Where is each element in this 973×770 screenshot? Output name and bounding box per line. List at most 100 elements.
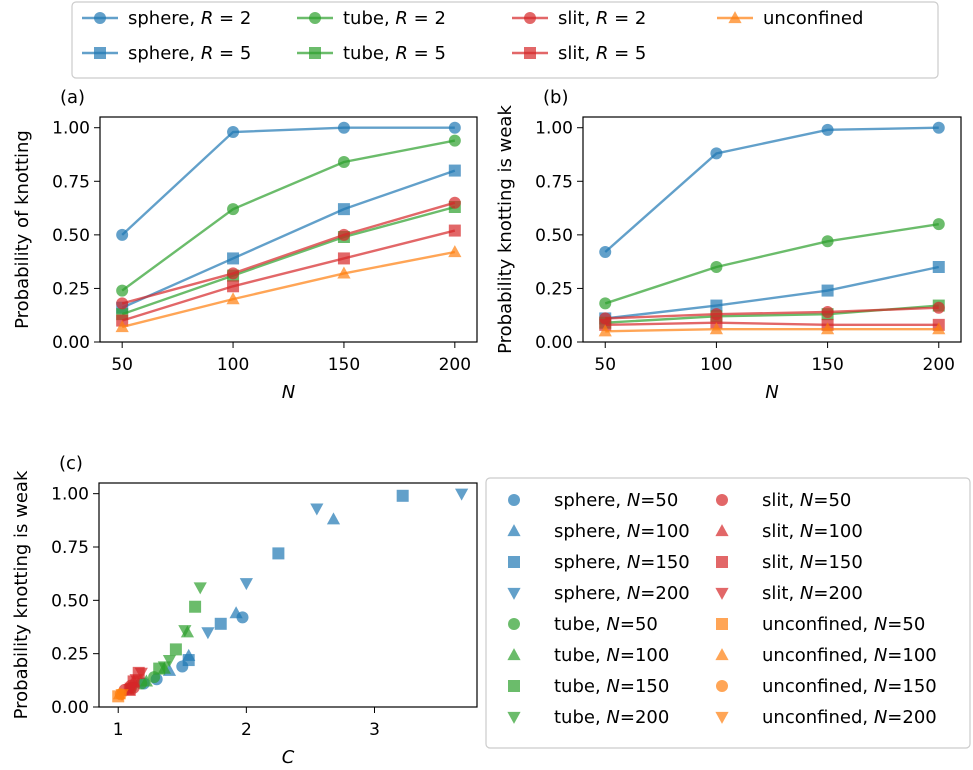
data-point xyxy=(115,689,129,702)
legend-marker xyxy=(715,711,729,724)
y-tick-label: 0.75 xyxy=(51,538,89,558)
series-unconfined-n-200 xyxy=(115,689,129,702)
legend-label: unconfined, N=150 xyxy=(762,676,937,697)
legend-marker xyxy=(728,11,742,24)
legend-label: sphere, N=150 xyxy=(554,552,690,573)
x-tick-label: 200 xyxy=(439,355,471,375)
legend-label: unconfined, N=100 xyxy=(762,645,937,666)
legend-label: tube, R = 2 xyxy=(343,8,446,29)
data-point xyxy=(178,625,192,638)
data-point xyxy=(932,218,945,231)
y-axis-label: Probability knotting is weak xyxy=(11,470,32,719)
legend-label: sphere, N=200 xyxy=(554,583,690,604)
legend-label: slit, R = 2 xyxy=(558,8,646,29)
legend-label: unconfined xyxy=(763,8,863,29)
panel-c: 0.00 0.25 0.50 0.75 1.00 1 2 3 C Probability knot… xyxy=(11,453,478,768)
data-point xyxy=(932,261,945,273)
legend-marker xyxy=(94,47,106,59)
data-point xyxy=(227,203,240,216)
series-sphere-n-200 xyxy=(201,488,469,640)
legend-label: unconfined, N=200 xyxy=(762,707,937,728)
legend-marker xyxy=(507,648,521,661)
data-point xyxy=(214,617,227,630)
scatter-legend: sphere, N=50 sphere, N=100 sphere, N=150 sp… xyxy=(485,477,971,749)
data-point xyxy=(182,654,195,667)
axes-frame xyxy=(99,116,478,343)
legend-label: slit, N=200 xyxy=(762,583,863,604)
y-tick-label: 1.00 xyxy=(535,119,573,139)
data-point xyxy=(448,224,461,237)
data-point xyxy=(448,245,462,258)
data-point xyxy=(710,147,723,160)
data-point xyxy=(201,627,215,640)
legend-item-slit-n-200: slit, N=200 xyxy=(715,583,863,604)
x-tick-label: 100 xyxy=(700,355,732,375)
y-tick-label: 0.00 xyxy=(52,333,90,353)
legend-item-unconfined-n-200: unconfined, N=200 xyxy=(715,707,937,728)
legend-item-tube-n-50: tube, N=50 xyxy=(508,614,658,635)
y-tick-label: 0.00 xyxy=(535,333,573,353)
data-point xyxy=(129,674,143,687)
legend-marker xyxy=(508,494,520,506)
data-point xyxy=(169,643,182,656)
data-point xyxy=(710,299,723,312)
data-point xyxy=(710,261,723,273)
top-legend-frame xyxy=(71,1,939,79)
legend-label: sphere, N=50 xyxy=(554,490,678,511)
legend-marker xyxy=(507,587,521,600)
legend-marker xyxy=(716,556,728,568)
legend-marker xyxy=(716,680,728,692)
data-point xyxy=(116,297,129,310)
series-slit-r2 xyxy=(116,196,461,310)
legend-item-sphere-n-200: sphere, N=200 xyxy=(507,583,690,604)
y-tick-label: 0.25 xyxy=(51,645,89,665)
legend-marker xyxy=(309,12,321,24)
series-tube-r2 xyxy=(599,218,945,310)
data-point xyxy=(709,322,724,335)
series-sphere-n-100 xyxy=(162,512,341,676)
legend-item-slit-n-150: slit, N=150 xyxy=(716,552,863,573)
legend-label: slit, N=100 xyxy=(762,521,863,542)
legend-label: sphere, R = 5 xyxy=(128,43,251,64)
data-point xyxy=(227,280,240,293)
legend-label: tube, R = 5 xyxy=(343,43,446,64)
legend-label: slit, N=150 xyxy=(762,552,863,573)
data-point xyxy=(116,284,129,297)
y-tick-label: 1.00 xyxy=(51,485,89,505)
legend-label: tube, N=150 xyxy=(554,676,669,697)
data-point xyxy=(326,512,341,525)
series-line xyxy=(605,265,940,320)
series-sphere-r2 xyxy=(116,121,461,241)
data-point xyxy=(821,306,834,318)
y-tick-label: 0.75 xyxy=(52,172,90,192)
x-tick-label: 100 xyxy=(217,355,249,375)
legend-item-slit-r5: slit, R = 5 xyxy=(512,43,646,64)
legend-label: sphere, R = 2 xyxy=(128,8,251,29)
legend-label: unconfined, N=50 xyxy=(762,614,925,635)
data-point xyxy=(134,667,148,680)
x-axis-label: N xyxy=(765,382,778,403)
data-point xyxy=(337,121,350,134)
data-point xyxy=(227,267,240,280)
y-tick-label: 0.50 xyxy=(52,226,90,246)
legend-item-slit-r2: slit, R = 2 xyxy=(512,8,646,29)
legend-label: slit, N=50 xyxy=(762,490,851,511)
legend-marker xyxy=(716,618,728,630)
data-point xyxy=(821,284,834,297)
legend-item-sphere-n-100: sphere, N=100 xyxy=(507,521,690,542)
data-point xyxy=(310,503,324,516)
y-tick-label: 1.00 xyxy=(52,119,90,139)
panel-label: (c) xyxy=(59,453,83,474)
series-line xyxy=(121,169,456,309)
y-tick-label: 0.00 xyxy=(51,698,89,718)
data-point xyxy=(932,301,945,314)
data-point xyxy=(599,297,612,310)
data-point xyxy=(337,156,350,168)
legend-marker xyxy=(716,494,728,506)
data-point xyxy=(932,322,946,335)
x-axis-label: C xyxy=(282,747,295,768)
series-tube-r2 xyxy=(116,134,461,297)
x-axis-label: N xyxy=(282,382,295,403)
legend-marker xyxy=(715,648,729,661)
series-unconfined xyxy=(115,245,462,333)
